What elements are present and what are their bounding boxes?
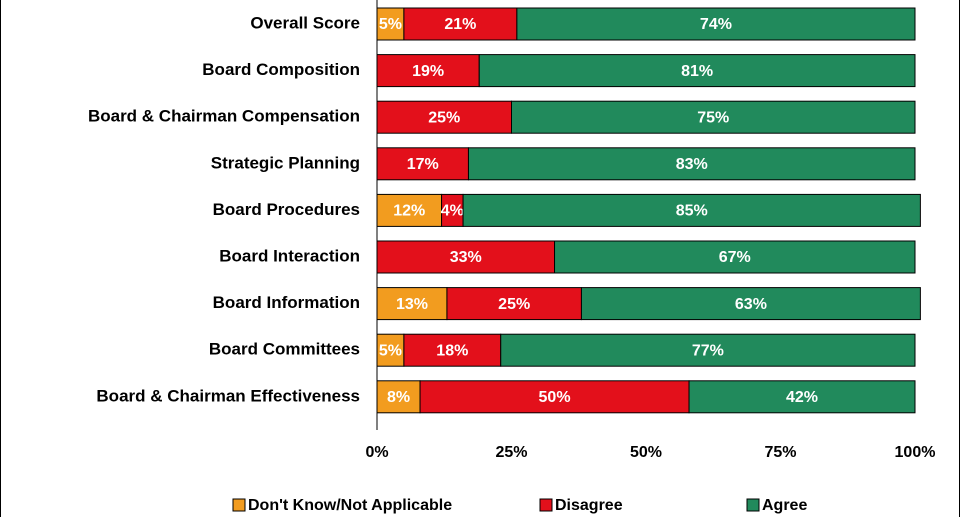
- bar-segment: [500, 333, 916, 367]
- value-label: 42%: [786, 389, 818, 406]
- legend-label: Disagree: [555, 497, 623, 514]
- value-label: 4%: [441, 203, 464, 220]
- bar-segment: [419, 380, 690, 414]
- category-label: Board Information: [213, 293, 360, 312]
- x-tick-label: 0%: [365, 444, 388, 461]
- bar-segment: [462, 193, 921, 227]
- category-label: Strategic Planning: [211, 153, 360, 172]
- value-label: 21%: [444, 16, 476, 33]
- bar-segment: [376, 287, 448, 321]
- value-label: 77%: [692, 342, 724, 359]
- x-tick-label: 50%: [630, 444, 662, 461]
- bar-segment: [376, 7, 405, 41]
- value-label: 85%: [676, 203, 708, 220]
- value-label: 67%: [719, 249, 751, 266]
- bar-segment: [403, 333, 502, 367]
- x-tick-label: 25%: [495, 444, 527, 461]
- bar-segment: [446, 287, 582, 321]
- bar-segment: [554, 240, 916, 274]
- value-label: 33%: [450, 249, 482, 266]
- value-label: 18%: [436, 342, 468, 359]
- value-label: 75%: [697, 109, 729, 126]
- value-label: 63%: [735, 296, 767, 313]
- bar-segment: [516, 7, 916, 41]
- category-label: Board & Chairman Compensation: [88, 107, 360, 126]
- category-label: Board Committees: [209, 340, 360, 359]
- x-tick-label: 100%: [895, 444, 936, 461]
- bar-segment: [688, 380, 916, 414]
- bar-segment: [376, 147, 469, 181]
- value-label: 12%: [393, 203, 425, 220]
- value-label: 17%: [407, 156, 439, 173]
- value-label: 19%: [412, 63, 444, 80]
- value-label: 81%: [681, 63, 713, 80]
- bar-segment: [403, 7, 518, 41]
- value-label: 50%: [539, 389, 571, 406]
- value-label: 25%: [428, 109, 460, 126]
- category-label: Board & Chairman Effectiveness: [96, 386, 360, 405]
- legend-label: Don't Know/Not Applicable: [248, 497, 452, 514]
- x-tick-label: 75%: [764, 444, 796, 461]
- bar-segment: [478, 54, 916, 88]
- value-label: 13%: [396, 296, 428, 313]
- value-label: 83%: [676, 156, 708, 173]
- category-label: Board Interaction: [219, 246, 360, 265]
- bar-segment: [511, 100, 916, 134]
- bar-segment: [376, 193, 443, 227]
- legend-swatch: [746, 498, 760, 512]
- category-label: Overall Score: [250, 13, 360, 32]
- category-label: Board Procedures: [213, 200, 360, 219]
- legend-swatch: [232, 498, 246, 512]
- value-label: 8%: [387, 389, 410, 406]
- value-label: 74%: [700, 16, 732, 33]
- bar-segment: [467, 147, 916, 181]
- value-label: 5%: [379, 342, 402, 359]
- category-label: Board Composition: [202, 60, 360, 79]
- value-label: 5%: [379, 16, 402, 33]
- legend-swatch: [539, 498, 553, 512]
- bar-segment: [580, 287, 921, 321]
- legend-label: Agree: [762, 497, 807, 514]
- value-label: 25%: [498, 296, 530, 313]
